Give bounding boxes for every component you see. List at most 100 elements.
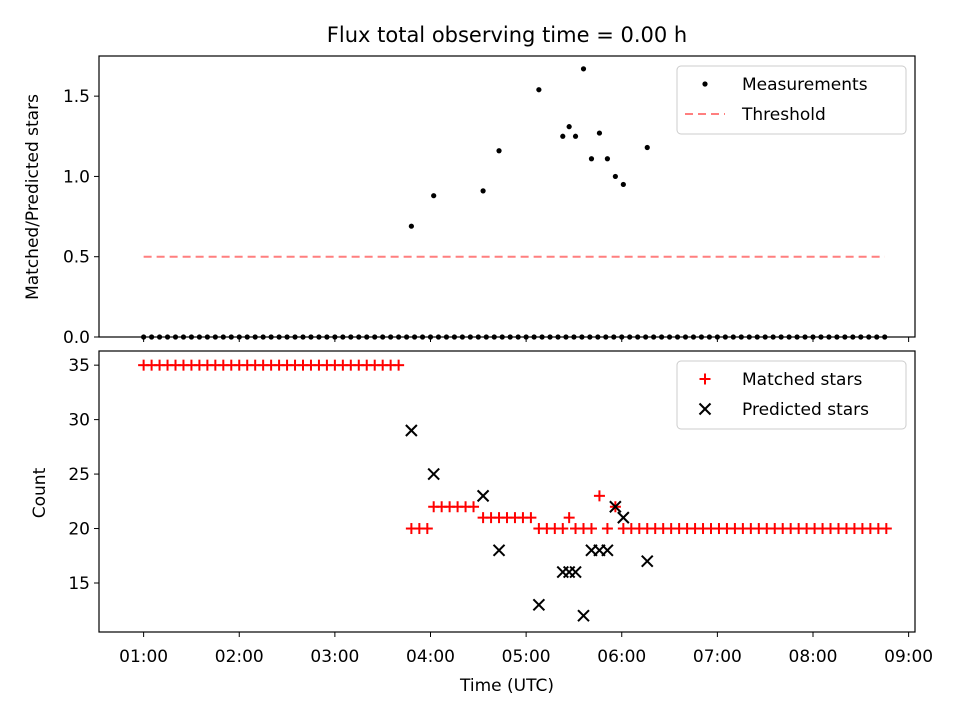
data-point xyxy=(612,173,618,180)
legend-box xyxy=(676,360,907,430)
ytick-label: 20 xyxy=(68,520,90,540)
data-point xyxy=(579,334,585,340)
data-point xyxy=(834,334,840,340)
data-point xyxy=(587,334,593,340)
data-point xyxy=(332,334,338,340)
data-point xyxy=(532,598,546,611)
data-point xyxy=(427,467,440,481)
data-point xyxy=(431,193,437,199)
data-point xyxy=(641,554,654,568)
data-point xyxy=(595,334,601,340)
data-point xyxy=(523,334,529,340)
data-point xyxy=(364,334,370,340)
data-point xyxy=(874,334,880,340)
xtick-label: 06:00 xyxy=(597,647,646,667)
data-point xyxy=(611,334,617,340)
data-point xyxy=(585,523,597,535)
legend-label: Measurements xyxy=(742,75,868,95)
data-point xyxy=(324,334,330,340)
data-point xyxy=(308,334,314,340)
data-point xyxy=(714,334,720,340)
data-point xyxy=(483,334,489,340)
data-point xyxy=(356,334,362,340)
data-point xyxy=(557,523,569,535)
data-point xyxy=(459,334,465,340)
data-point xyxy=(866,334,872,340)
data-point xyxy=(560,133,566,139)
top-ylabel: Matched/Predicted stars xyxy=(23,94,43,300)
data-point xyxy=(403,334,410,340)
data-point xyxy=(148,334,155,340)
data-point xyxy=(492,544,506,557)
data-point xyxy=(172,334,179,340)
data-point xyxy=(571,334,577,340)
data-point xyxy=(411,334,418,340)
xtick-label: 03:00 xyxy=(310,647,359,667)
data-point xyxy=(435,334,442,340)
data-point xyxy=(196,334,203,340)
data-point xyxy=(348,334,354,340)
data-point xyxy=(188,334,195,340)
data-point xyxy=(507,334,513,340)
legend-label: Predicted stars xyxy=(742,400,869,420)
data-point xyxy=(617,511,630,524)
data-point xyxy=(236,334,242,340)
data-point xyxy=(292,334,298,340)
data-point xyxy=(405,424,418,437)
plot-frame xyxy=(98,55,916,338)
data-point xyxy=(690,334,697,340)
data-point xyxy=(609,500,622,513)
data-point xyxy=(880,523,892,535)
legend-box xyxy=(676,65,907,135)
data-point xyxy=(563,512,575,524)
data-point xyxy=(164,334,171,340)
data-point xyxy=(468,501,480,513)
data-point xyxy=(635,334,641,340)
data-point xyxy=(563,334,569,340)
ytick-label: 25 xyxy=(68,465,90,485)
series-measurements xyxy=(141,66,888,340)
data-point xyxy=(408,223,414,229)
data-point xyxy=(698,334,705,340)
data-point xyxy=(496,148,502,154)
data-point xyxy=(525,512,537,524)
data-point xyxy=(499,334,505,340)
data-point xyxy=(580,66,587,72)
bottom-panel: 15 20 25 30 35 01:00 02:00 03:00 04:00 05:00 06:00… xyxy=(68,350,933,667)
data-point xyxy=(491,334,497,340)
data-point xyxy=(340,334,346,340)
data-point xyxy=(531,334,537,340)
data-point xyxy=(651,334,657,340)
legend: Matched stars Predicted stars xyxy=(676,360,907,430)
ytick-label: 0.0 xyxy=(63,328,90,348)
data-point xyxy=(620,181,626,188)
top-panel: 0.0 0.5 1.0 1.5 Measurements Threshold xyxy=(63,55,916,348)
data-point xyxy=(794,334,800,340)
data-point xyxy=(882,334,888,340)
data-point xyxy=(762,334,768,340)
data-point xyxy=(252,334,258,340)
data-point xyxy=(421,523,433,535)
data-point xyxy=(451,334,458,340)
data-point xyxy=(393,359,405,371)
data-point xyxy=(770,334,776,340)
data-point xyxy=(572,133,579,139)
data-point xyxy=(674,334,681,340)
data-point xyxy=(515,334,521,340)
ytick-label: 15 xyxy=(68,574,90,594)
ytick-label: 1.0 xyxy=(63,167,90,187)
data-point xyxy=(372,334,378,340)
data-point xyxy=(850,334,856,340)
data-point xyxy=(730,334,736,340)
data-point xyxy=(388,334,394,340)
xtick-label: 05:00 xyxy=(502,647,551,667)
data-point xyxy=(786,334,792,340)
data-point xyxy=(380,334,386,340)
data-point xyxy=(244,334,250,340)
data-point xyxy=(746,334,752,340)
data-point xyxy=(810,334,816,340)
data-point xyxy=(738,334,744,340)
data-point xyxy=(539,334,545,340)
data-point xyxy=(826,334,832,340)
